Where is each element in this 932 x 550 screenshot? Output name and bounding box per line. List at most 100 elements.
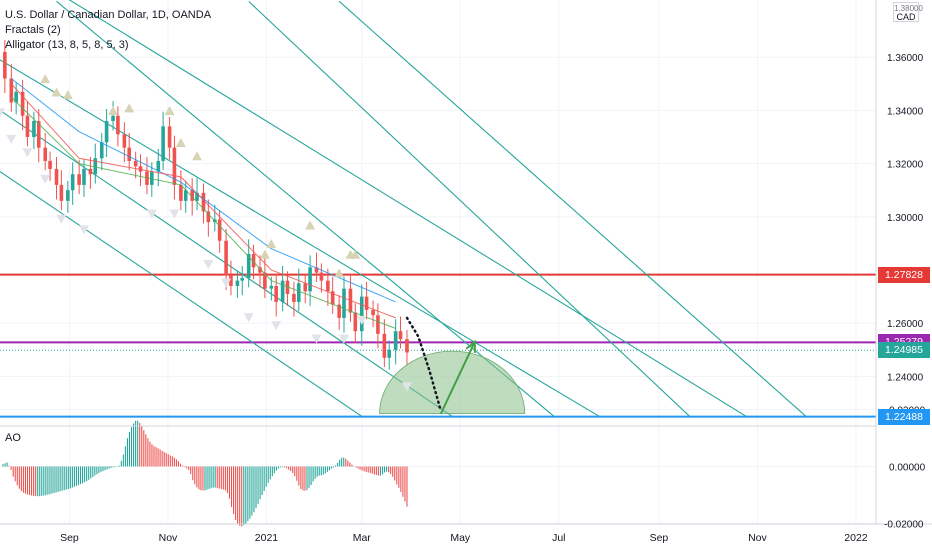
price-tick-label: 1.24000 [887,372,924,383]
alligator-indicator-label[interactable]: Alligator (13, 8, 5, 8, 5, 3) [5,39,129,51]
fractal-up-marker [334,268,345,278]
candle-body [263,272,267,289]
candle-body [54,168,59,185]
candle-body [251,254,256,268]
price-tick-label: 1.34000 [887,106,924,117]
candle-body [9,78,14,103]
candle-body [156,160,161,172]
candle-body [269,285,274,289]
target-zone [379,350,526,415]
candle-body [280,280,285,302]
candle-body [326,280,330,292]
candle-body [32,121,36,137]
candle-body [48,160,52,169]
price-tick-label: 1.30000 [887,213,924,224]
forecast-arrow-head [465,339,476,353]
alligator-lines [10,78,396,329]
target-zone-ellipse [379,350,526,415]
alligator-line [10,78,396,303]
candle-body [393,331,398,350]
fractal-down-marker [0,108,5,118]
candle-body [138,166,143,172]
fractal-up-marker [108,106,119,116]
candle-body [387,349,392,358]
channel-line [56,0,555,417]
fractals-indicator-label[interactable]: Fractals (2) [5,24,61,36]
currency-unit-badge[interactable]: 1.38000 CAD [893,2,923,22]
fractal-up-marker [305,220,316,230]
candle-body [195,192,199,201]
fractal-up-marker [40,74,51,84]
price-tick-label: 1.32000 [887,160,924,171]
price-tick-label: 1.26000 [887,319,924,330]
channel-line [338,0,807,417]
price-tick-label: 1.36000 [887,53,924,64]
fractal-markers [0,74,412,392]
fractal-up-marker [124,103,135,113]
fractal-down-marker [6,135,17,144]
alligator-line [10,83,396,319]
price-level-tag[interactable]: 1.24985 [878,342,930,359]
candle-body [364,296,369,310]
candle-body [229,275,233,286]
price-projection [405,316,476,415]
candle-body [190,190,194,201]
fractal-down-marker [78,225,89,235]
time-tick-label: 2021 [255,532,279,544]
ao-tick-label: -0.02000 [884,520,924,531]
fractal-up-marker [192,151,203,161]
candle-body [66,190,70,201]
candle-body [274,285,278,302]
chart-legend: U.S. Dollar / Canadian Dollar, 1D, OANDA… [5,8,211,53]
candle-body [172,147,177,185]
fractal-up-marker [164,106,175,116]
candle-body [3,51,7,79]
fractal-down-marker [22,148,33,158]
candle-body [82,168,86,185]
candle-body [398,331,403,340]
price-level-tag[interactable]: 1.22488 [878,408,930,425]
alligator-line [10,96,396,329]
fractal-down-marker [356,315,367,325]
candle-body [337,304,341,318]
candle-body [183,190,188,201]
candle-body [240,277,245,281]
candle-body [111,115,115,122]
time-tick-label: 2022 [844,532,868,544]
ao-histogram [2,420,408,527]
fractal-down-marker [271,321,282,331]
candle-body [20,91,25,116]
candle-body [77,174,81,185]
channel-line [68,0,747,417]
candle-body [179,184,183,201]
tick-labels: 1.36000 1.34000 1.32000 1.30000 1.26000 1.240… [60,53,925,544]
fractal-down-marker [311,334,322,344]
fractal-down-marker [146,209,157,219]
fractal-down-marker [56,214,67,224]
candle-body [376,315,380,334]
candle-body [167,126,172,148]
time-tick-label: Nov [748,532,767,544]
candle-body [217,219,222,241]
candle-body [308,267,312,292]
fractal-down-marker [338,334,349,344]
forecast-arrow-shaft [439,341,476,415]
candle-body [133,160,138,167]
candle-body [292,293,296,302]
fractal-down-marker [243,313,254,323]
ao-indicator-label[interactable]: AO [5,432,21,444]
candle-body [127,147,131,161]
fractal-down-marker [203,260,214,270]
candle-body [122,134,127,148]
fractal-down-marker [169,209,180,219]
candle-body [201,192,206,212]
fractal-up-marker [266,239,277,249]
candle-body [342,288,346,318]
candle-body [116,115,120,135]
candle-body [104,121,109,143]
price-level-tag[interactable]: 1.27828 [878,266,930,283]
candle-body [224,240,228,276]
symbol-title[interactable]: U.S. Dollar / Canadian Dollar, 1D, OANDA [5,9,212,21]
candle-body [371,309,375,316]
candle-body [330,291,335,305]
